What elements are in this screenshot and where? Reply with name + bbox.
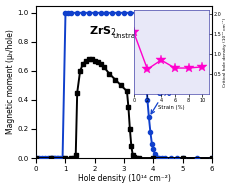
Text: 8%: 8% bbox=[150, 89, 171, 114]
Text: ZrS$_2$: ZrS$_2$ bbox=[88, 24, 116, 38]
Y-axis label: Magnetic moment (μₕ/hole): Magnetic moment (μₕ/hole) bbox=[6, 29, 15, 134]
Text: Unstrained: Unstrained bbox=[112, 16, 150, 39]
X-axis label: Hole density (10¹⁴ cm⁻²): Hole density (10¹⁴ cm⁻²) bbox=[77, 174, 170, 184]
